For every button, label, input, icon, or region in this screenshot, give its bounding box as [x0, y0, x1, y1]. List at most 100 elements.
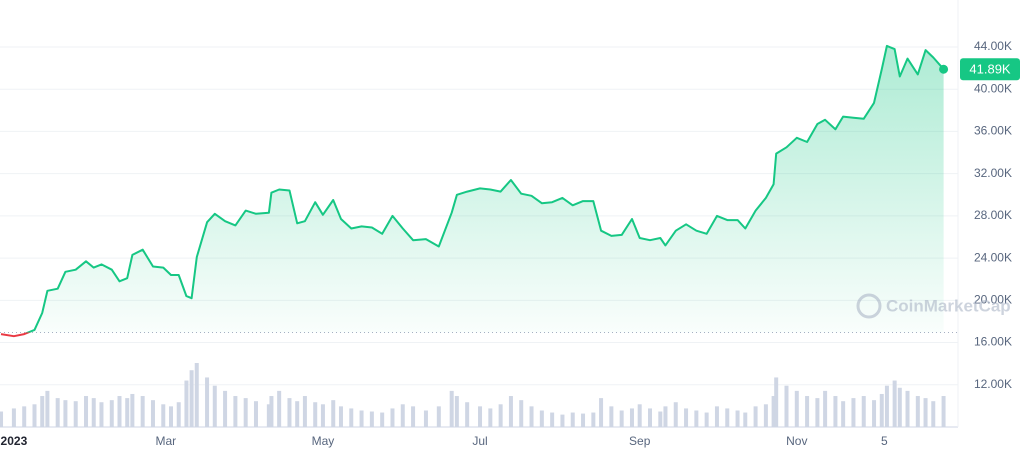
volume-bar — [161, 404, 166, 427]
volume-bar — [436, 406, 441, 427]
volume-bar — [897, 387, 902, 427]
watermark-text: CoinMarketCap — [886, 296, 1011, 315]
volume-bar — [168, 406, 173, 427]
volume-bar — [0, 411, 4, 427]
x-tick-label: Jul — [472, 434, 487, 448]
volume-bar — [32, 404, 37, 427]
y-tick-label: 16.00K — [974, 335, 1012, 349]
volume-bar — [704, 412, 709, 427]
volume-bar — [851, 398, 856, 427]
volume-bar — [233, 396, 238, 427]
volume-bar — [63, 400, 68, 427]
volume-bar — [349, 408, 354, 427]
volume-bar — [390, 408, 395, 427]
volume-bar — [539, 410, 544, 427]
y-tick-label: 20.00K — [974, 292, 1012, 306]
volume-bar — [735, 410, 740, 427]
volume-bar — [320, 404, 325, 427]
x-tick-label: 2023 — [1, 434, 28, 448]
volume-bar — [302, 396, 307, 427]
volume-bar — [117, 396, 122, 427]
x-tick-label: Nov — [786, 434, 807, 448]
volume-bar — [125, 398, 130, 427]
y-tick-label: 12.00K — [974, 377, 1012, 391]
volume-bar — [694, 410, 699, 427]
volume-bar — [223, 390, 228, 427]
volume-bar — [194, 363, 199, 427]
volume-bar — [714, 406, 719, 427]
volume-bar — [423, 410, 428, 427]
last-point — [939, 64, 949, 74]
volume-bar — [449, 390, 454, 427]
volume-bar — [805, 396, 810, 427]
volume-bar — [140, 396, 145, 427]
volume-bar — [570, 412, 575, 427]
volume-bar — [11, 408, 16, 427]
volume-bar — [684, 408, 689, 427]
volume-bar — [498, 404, 503, 427]
volume-bar — [380, 412, 385, 427]
volume-bar — [99, 402, 104, 427]
volume-bar — [130, 393, 135, 427]
volume-bar — [253, 401, 258, 427]
volume-bar — [465, 402, 470, 427]
volume-bar — [243, 398, 248, 427]
volume-bar — [411, 406, 416, 427]
volume-bar — [815, 398, 820, 427]
volume-bar — [266, 404, 271, 427]
volume-bar — [277, 390, 282, 427]
volume-bar — [725, 408, 730, 427]
volume-bar — [581, 413, 586, 427]
volume-bar — [331, 400, 336, 427]
volume-bar — [454, 396, 459, 427]
volume-bar — [150, 400, 155, 427]
volume-bar — [743, 412, 748, 427]
volume-bar — [45, 390, 50, 427]
y-tick-label: 24.00K — [974, 250, 1012, 264]
volume-bar — [619, 410, 624, 427]
volume-bar — [841, 401, 846, 427]
volume-bar — [205, 377, 210, 427]
volume-bar — [771, 396, 776, 427]
y-tick-label: 32.00K — [974, 166, 1012, 180]
watermark: CoinMarketCap — [856, 293, 1011, 319]
price-line — [25, 44, 945, 333]
volume-bar — [109, 400, 114, 427]
volume-bar — [892, 380, 897, 427]
volume-bar — [287, 398, 292, 427]
volume-bar — [823, 390, 828, 427]
x-tick-label: 5 — [881, 434, 888, 448]
volume-bar — [923, 398, 928, 427]
price-badge-label: 41.89K — [969, 62, 1011, 77]
volume-bar — [40, 396, 45, 427]
volume-bar — [560, 414, 565, 427]
volume-bar — [478, 406, 483, 427]
volume-bar — [591, 412, 596, 427]
volume-bar — [663, 406, 668, 427]
volume-bar — [73, 401, 78, 427]
price-badge — [960, 58, 1020, 81]
volume-bar — [488, 408, 493, 427]
x-tick-label: Sep — [629, 434, 651, 448]
x-tick-label: Mar — [156, 434, 177, 448]
volume-bar — [22, 406, 27, 427]
volume-bar — [658, 411, 663, 427]
volume-bar — [647, 408, 652, 427]
volume-bar — [338, 406, 343, 427]
volume-bar — [629, 408, 634, 427]
volume-bar — [879, 393, 884, 427]
volume-bar — [599, 398, 604, 427]
volume-bar — [861, 396, 866, 427]
volume-bar — [400, 404, 405, 427]
volume-bar — [753, 406, 758, 427]
volume-bar — [609, 406, 614, 427]
volume-bar — [519, 400, 524, 427]
volume-bar — [269, 396, 274, 427]
volume-bar — [212, 385, 217, 427]
volume-bar — [931, 401, 936, 427]
volume-bar — [833, 396, 838, 427]
volume-bar — [184, 380, 189, 427]
volume-bar — [369, 411, 374, 427]
y-tick-label: 40.00K — [974, 81, 1012, 95]
volume-bar — [508, 396, 513, 427]
